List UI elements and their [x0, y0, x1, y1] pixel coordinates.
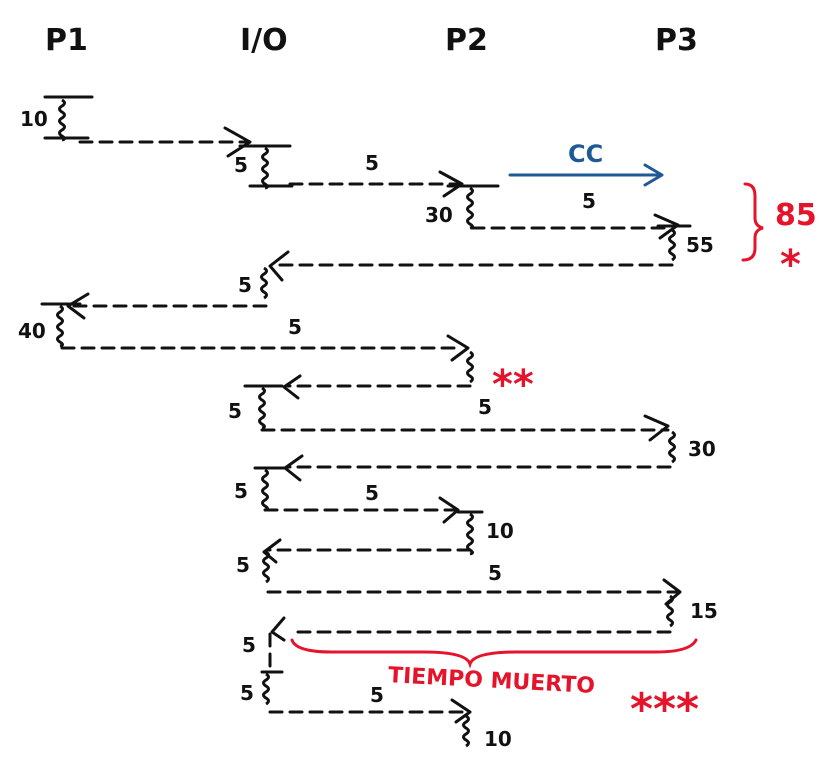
dead-time-brace [290, 638, 698, 669]
io-burst-3 [243, 384, 284, 430]
io-burst-5 [262, 550, 270, 584]
transfer-label: 5 [488, 561, 502, 585]
p1-burst-1 [43, 95, 94, 142]
transfer-label: 5 [582, 189, 596, 213]
burst-label: 5 [238, 273, 252, 297]
burst-label: 5 [242, 633, 256, 657]
transfer-arrow [260, 414, 670, 442]
transfer-arrow [266, 578, 682, 606]
context-change-arrow [508, 163, 664, 187]
column-label-p3: P3 [655, 23, 698, 58]
transfer-arrow [263, 496, 460, 524]
burst-label: 10 [484, 727, 512, 751]
io-burst-2 [260, 266, 268, 300]
transfer-label: 5 [365, 481, 379, 505]
transfer-arrow [60, 334, 470, 362]
burst-label: 5 [240, 681, 254, 705]
column-label-p1: P1 [45, 23, 88, 58]
star-annotation-1: * [780, 242, 801, 288]
burst-label: 5 [236, 553, 250, 577]
burst-label: 5 [234, 153, 248, 177]
total-label: 85 [775, 198, 817, 233]
star-annotation-3: *** [630, 684, 699, 735]
p2-burst-3 [462, 714, 470, 748]
transfer-arrow [268, 250, 674, 282]
burst-label: 55 [686, 233, 714, 257]
total-bracket [741, 182, 764, 262]
transfer-label: 5 [288, 315, 302, 339]
transfer-arrow [66, 292, 268, 320]
burst-label: 5 [234, 479, 248, 503]
p1-burst-2 [40, 302, 82, 348]
io-burst-7 [260, 670, 284, 706]
io-burst-1 [238, 144, 294, 190]
p2-burst-short [466, 350, 474, 384]
burst-label: 30 [688, 437, 716, 461]
dead-time-label: TIEMPO MUERTO [387, 663, 595, 699]
transfer-arrow [282, 374, 472, 400]
column-label-io: I/O [240, 23, 288, 58]
column-label-p2: P2 [445, 23, 488, 58]
burst-label: 40 [18, 319, 46, 343]
burst-label: 30 [425, 203, 453, 227]
burst-label: 10 [20, 107, 48, 131]
transfer-label: 5 [370, 683, 384, 707]
transfer-arrow [270, 616, 672, 642]
transfer-arrow [78, 126, 252, 158]
transfer-arrow [268, 698, 472, 724]
transfer-label: 5 [478, 395, 492, 419]
star-annotation-2: ** [492, 362, 534, 408]
burst-label: 15 [690, 599, 718, 623]
p3-burst-2 [668, 430, 676, 464]
io-burst-4 [253, 466, 287, 512]
transfer-arrow [470, 213, 680, 240]
transfer-arrow [283, 454, 672, 482]
p2-burst-2 [456, 510, 484, 556]
transfer-arrow [288, 170, 464, 198]
transfer-arrow [262, 538, 472, 564]
p3-burst-1 [656, 224, 692, 262]
burst-label: 5 [228, 399, 242, 423]
context-change-label: CC [568, 140, 603, 168]
transfer-label: 5 [365, 151, 379, 175]
burst-label: 10 [486, 519, 514, 543]
p2-burst-1 [446, 184, 500, 230]
